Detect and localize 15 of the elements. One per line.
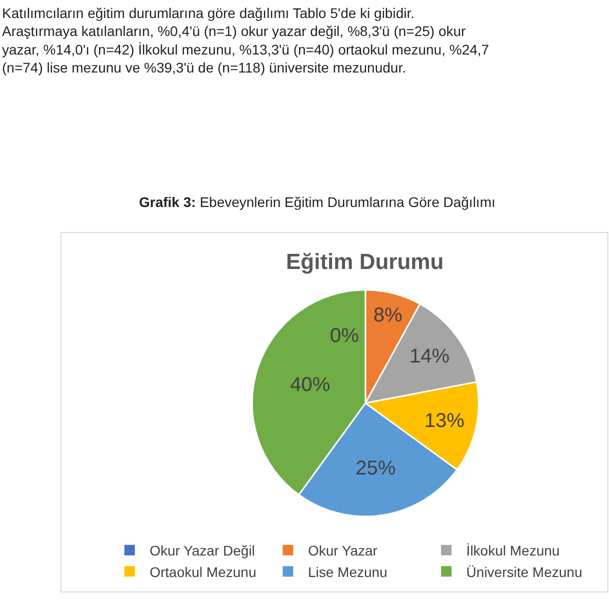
legend-label: Okur Yazar bbox=[308, 542, 378, 559]
chart-subtitle: Grafik 3: Ebeveynlerin Eğitim Durumlarına Göre Dağılımı bbox=[139, 194, 496, 210]
data-label: 8% bbox=[373, 304, 403, 326]
legend-label: Lise Mezunu bbox=[308, 564, 388, 580]
data-label: 14% bbox=[410, 345, 450, 368]
legend-label: Ortaokul Mezunu bbox=[150, 564, 256, 580]
text: Katılımcıların eğitim durumlarına göre dağılımı Tablo 5'de ki gibidir. Araştırmaya katılanların, %0,4'ü (n=1) okur yazar değil, %8,3'ü (n=25) okur yazar, %14,0'ı (n=42) İlkokul mezunu, %13,3'ü (n=40) ortaokul mezunu, %24,7 (n=74) lise mezunu ve %39,3'ü de (n=118) üniversite mezunudur. bbox=[2, 5, 490, 76]
legend-label: Üniversite Mezunu bbox=[466, 564, 582, 580]
legend-label: Okur Yazar Değil bbox=[150, 542, 255, 559]
data-label: 40% bbox=[290, 374, 330, 396]
text: 0% bbox=[330, 325, 359, 347]
data-label: 13% bbox=[424, 410, 465, 432]
chart-title: Eğitim Durumu bbox=[286, 249, 444, 274]
data-label: 25% bbox=[356, 458, 396, 480]
legend-label: İlkokul Mezunu bbox=[466, 542, 560, 559]
